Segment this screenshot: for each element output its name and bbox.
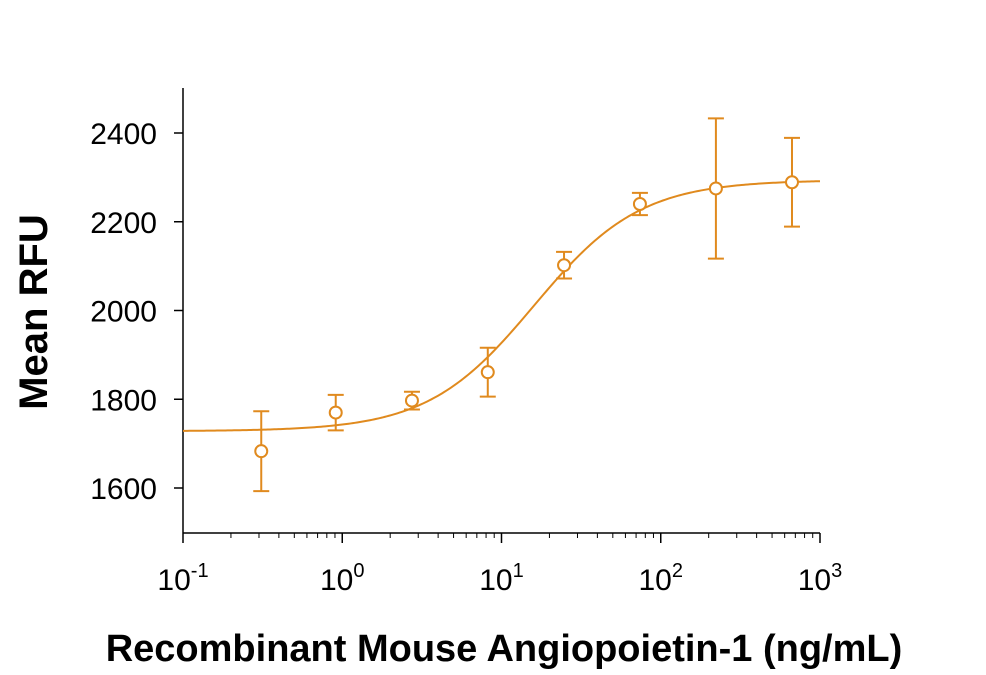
x-tick-label: 102 [639, 560, 684, 597]
x-tick-label: 101 [479, 560, 524, 597]
fit-curve [182, 180, 821, 432]
y-tick-label: 2200 [90, 207, 157, 240]
tick-labels-layer: 1600 1800 2000 2200 2400 10-1 100 101 102 103 [90, 118, 842, 597]
data-point [254, 444, 269, 459]
fit-curve-layer [182, 180, 821, 432]
data-points-layer [253, 117, 800, 493]
data-point [708, 181, 723, 196]
x-tick-label: 103 [798, 560, 843, 597]
data-point [480, 365, 495, 380]
data-point [632, 197, 647, 211]
data-point [328, 405, 343, 420]
data-point [404, 393, 419, 408]
data-point [784, 175, 799, 190]
x-tick-label: 100 [320, 560, 365, 597]
axes [174, 88, 821, 543]
x-axis-title: Recombinant Mouse Angiopoietin-1 (ng/mL) [106, 628, 903, 670]
y-axis-title: Mean RFU [12, 214, 56, 410]
y-tick-label: 2000 [90, 296, 157, 329]
y-tick-label: 1800 [90, 384, 157, 417]
y-tick-label: 2400 [90, 118, 157, 151]
y-tick-label: 1600 [90, 473, 157, 506]
x-tick-label: 10-1 [157, 560, 208, 597]
data-point [557, 258, 572, 273]
